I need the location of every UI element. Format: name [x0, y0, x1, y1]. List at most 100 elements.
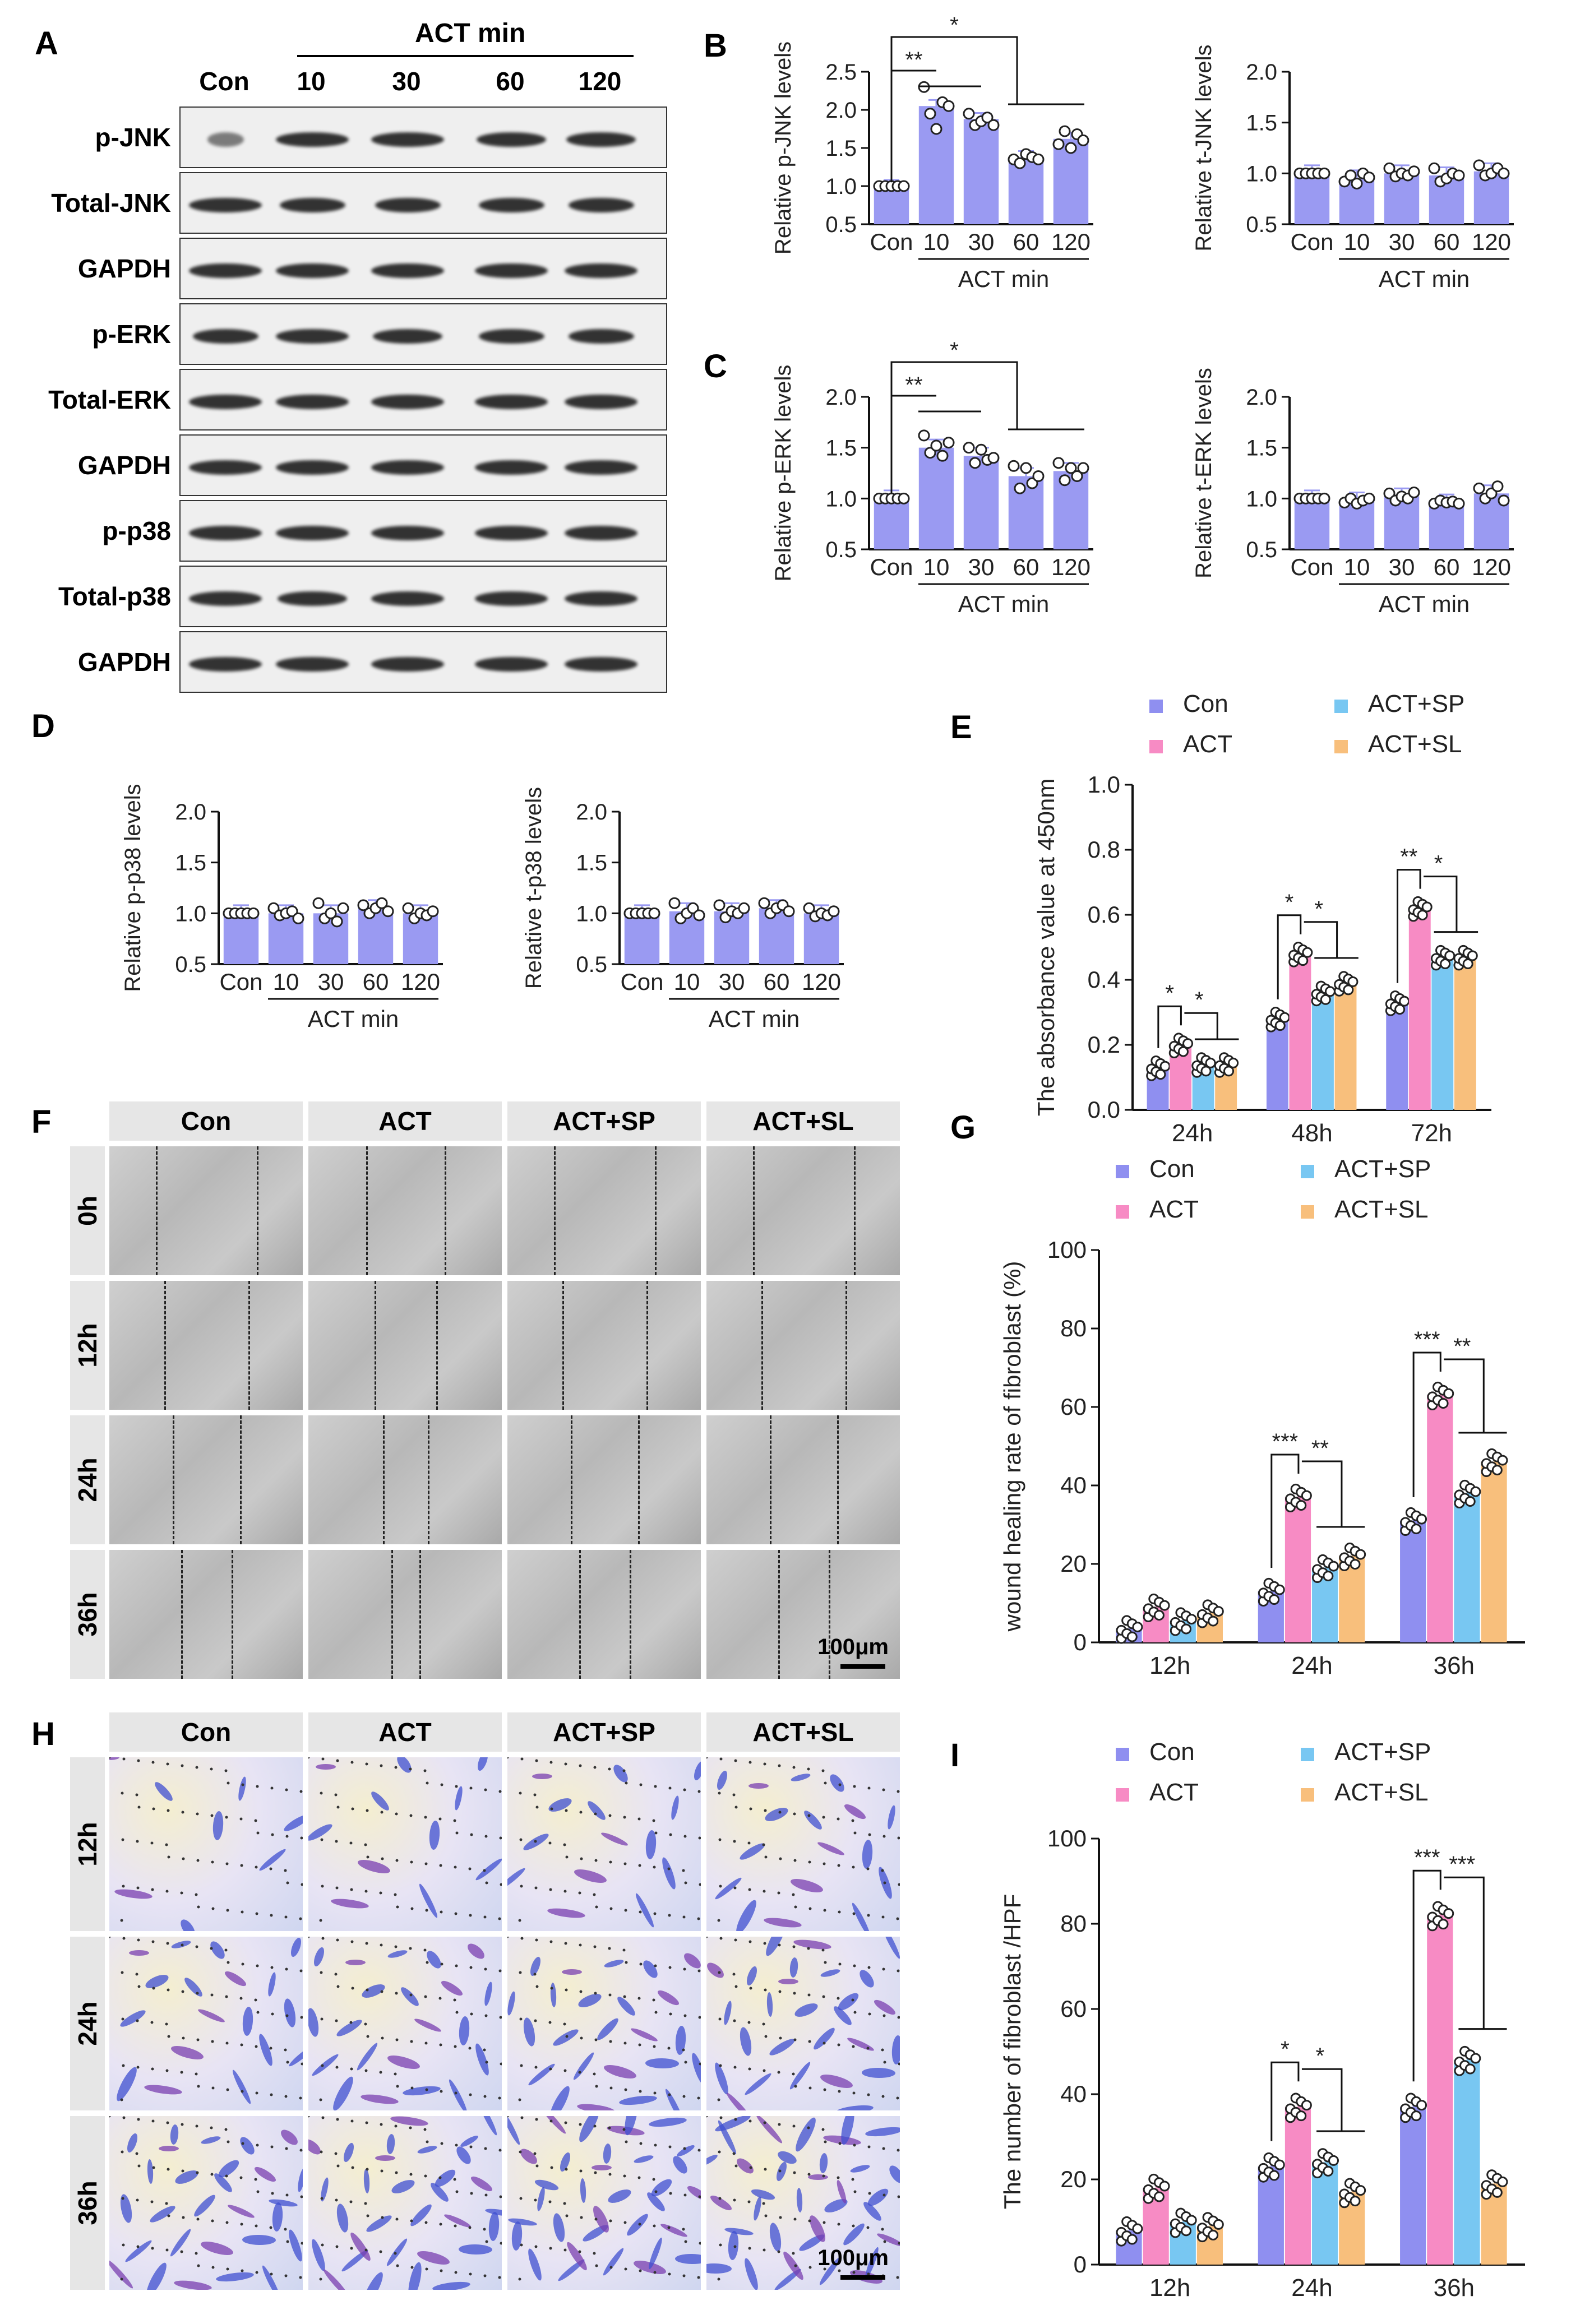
blot-band: [276, 329, 349, 344]
wound-edge-line: [164, 1281, 166, 1410]
pore-dot: [335, 2019, 338, 2022]
pore-dot: [455, 1831, 459, 1835]
pore-dot: [654, 1785, 657, 1788]
pore-dot: [240, 1864, 243, 1867]
micrograph: [109, 1146, 303, 1275]
pore-dot: [335, 2066, 339, 2069]
image-row-header: 36h: [70, 1550, 105, 1679]
y-tick-label: 2.0: [825, 385, 857, 410]
cell-mark: [548, 1798, 572, 1812]
bar: [1400, 1521, 1426, 1642]
cell-mark: [201, 2242, 233, 2255]
pore-dot: [808, 2219, 811, 2223]
pore-dot: [821, 2128, 825, 2131]
pore-dot: [564, 1762, 567, 1766]
y-tick-label: 80: [1060, 1315, 1087, 1341]
data-point: [1159, 2181, 1170, 2192]
stained-cells: [507, 2116, 701, 2281]
pore-dot: [732, 1793, 736, 1797]
cell-mark: [769, 2039, 795, 2056]
cell-mark: [745, 2258, 758, 2290]
data-point: [1159, 1600, 1170, 1611]
pore-dot: [484, 2147, 487, 2150]
pore-dot: [454, 2224, 457, 2228]
y-tick-label: 0.5: [825, 212, 857, 237]
pore-dot: [563, 2022, 566, 2026]
pore-dot: [668, 1786, 672, 1790]
pore-dot: [622, 1948, 626, 1952]
y-tick-label: 0.5: [825, 538, 857, 562]
cell-mark: [603, 2248, 624, 2276]
micrograph: [706, 1757, 900, 1931]
micrograph: [706, 1937, 900, 2110]
pore-dot: [719, 2064, 722, 2067]
pore-dot: [181, 1811, 184, 1814]
data-point: [1443, 1388, 1454, 1399]
pore-dot: [470, 2012, 473, 2016]
pore-dot: [182, 2036, 185, 2040]
wound-edge-line: [172, 1415, 174, 1544]
cell-mark: [259, 1849, 286, 1871]
cell-mark: [484, 1982, 492, 2006]
data-point: [1491, 1465, 1503, 1476]
pore-dot: [623, 2041, 627, 2045]
cell-mark: [321, 2177, 329, 2202]
pore-dot: [195, 1893, 198, 1896]
pore-dot: [423, 1769, 427, 1772]
blot-strip: [179, 303, 667, 365]
data-point: [1020, 462, 1032, 474]
data-point: [803, 902, 815, 914]
bar: [624, 913, 660, 964]
image-column-header: Con: [109, 1712, 303, 1752]
bar: [963, 456, 999, 549]
pore-dot: [469, 1914, 472, 1917]
cell-mark: [724, 2001, 732, 2025]
wound-edge-line: [654, 1146, 657, 1275]
x-tick-label: 120: [1472, 229, 1511, 255]
cell-mark: [114, 1889, 153, 1899]
pore-dot: [299, 2096, 302, 2100]
stained-cells: [109, 1757, 303, 1931]
pore-dot: [668, 1914, 671, 1917]
pore-dot: [349, 2200, 353, 2203]
sig-label: **: [1453, 1334, 1471, 1359]
pore-dot: [197, 2264, 200, 2267]
pore-dot: [609, 1860, 612, 1864]
pore-dot: [897, 1790, 900, 1793]
cell-mark: [214, 2173, 232, 2192]
pore-dot: [534, 2019, 537, 2022]
cell-mark: [171, 2046, 204, 2059]
data-point: [1323, 1571, 1334, 1582]
pore-dot: [793, 1812, 796, 1816]
pore-dot: [896, 2096, 899, 2100]
cell-mark: [740, 1843, 765, 1860]
bar: [1294, 498, 1330, 549]
pore-dot: [565, 2168, 568, 2171]
legend-label: Con: [1183, 690, 1228, 717]
cell-mark: [477, 1757, 488, 1771]
pore-dot: [669, 2012, 672, 2016]
pore-dot: [563, 1843, 566, 1846]
pore-dot: [285, 2014, 289, 2017]
pore-dot: [868, 2192, 871, 2195]
pore-dot: [697, 1790, 701, 1793]
data-point: [1213, 1606, 1224, 1617]
bar: [1334, 983, 1357, 1110]
pore-dot: [239, 2176, 243, 2179]
pore-dot: [668, 2093, 671, 2096]
cell-mark: [562, 1969, 582, 1975]
pore-dot: [623, 2174, 626, 2178]
data-point: [1351, 177, 1363, 189]
pore-dot: [866, 2226, 870, 2229]
wound-edge-line: [637, 1415, 640, 1544]
pore-dot: [301, 2242, 303, 2245]
pore-dot: [426, 1961, 429, 1964]
pore-dot: [470, 2192, 473, 2195]
pore-dot: [286, 2061, 289, 2064]
pore-dot: [667, 2226, 671, 2229]
cell-mark: [127, 2133, 138, 2153]
cell-mark: [375, 2155, 395, 2161]
micrograph: [109, 1550, 303, 1679]
y-tick-label: 0.5: [1246, 212, 1277, 237]
